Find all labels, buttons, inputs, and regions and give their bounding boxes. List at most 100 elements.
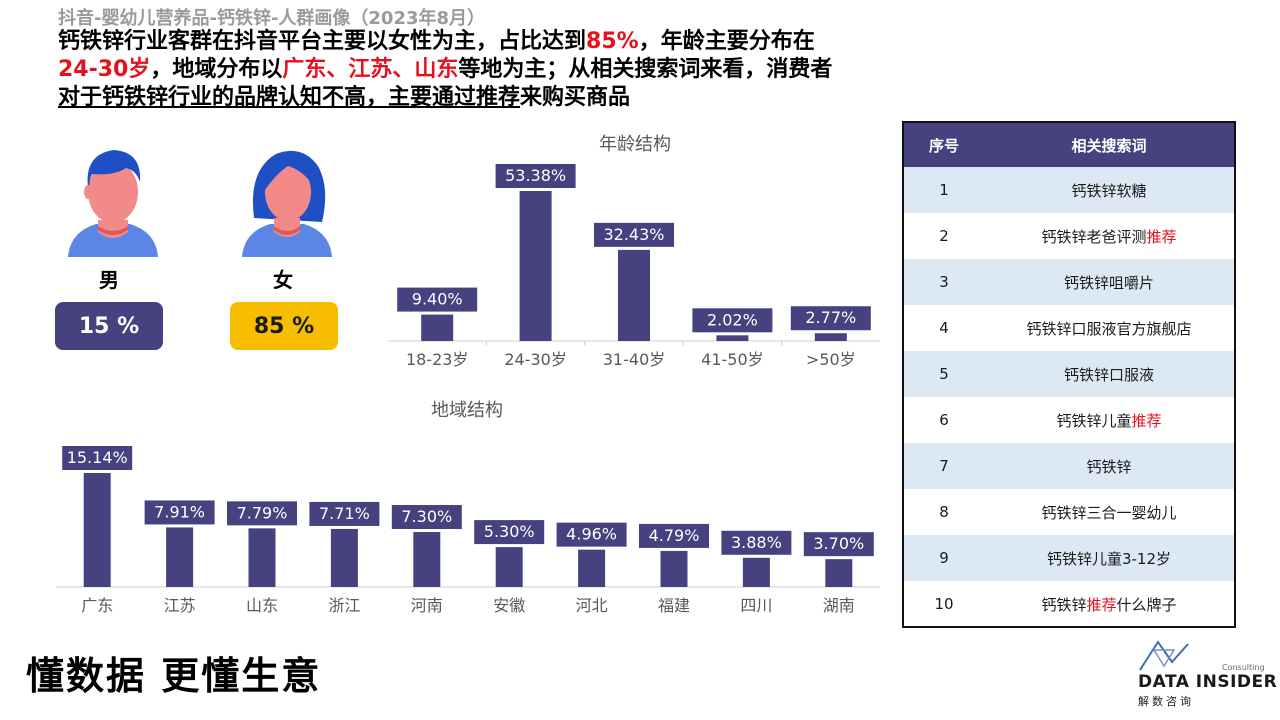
row-index: 10: [934, 595, 954, 613]
term-text: 钙铁锌口服液官方旗舰店: [1026, 319, 1192, 338]
row-index: 5: [939, 365, 949, 383]
term-highlight: 推荐: [1146, 227, 1177, 246]
x-tick-label: 41-50岁: [701, 350, 764, 369]
x-tick-label: 广东: [81, 596, 113, 615]
male-avatar-icon: [68, 150, 158, 257]
headline-part: 钙铁锌行业客群在抖音平台主要以女性为主，占比达到: [58, 29, 587, 54]
row-index: 6: [939, 411, 949, 429]
data-label-box: [397, 287, 478, 312]
row-index: 7: [939, 457, 949, 475]
x-tick-label: 湖南: [823, 596, 855, 615]
female-label: 女: [273, 268, 293, 292]
table-body: 1 钙铁锌软糖 2 钙铁锌老爸评测 推荐 3 钙铁锌咀嚼片 4 钙铁锌口服液官方旗舰店 5 钙铁锌口…: [904, 167, 1234, 627]
row-search-term: 钙铁锌儿童3-12岁: [984, 535, 1234, 581]
headline-highlight: 85%: [586, 29, 639, 54]
data-label: 7.71%: [319, 504, 370, 523]
bar: [814, 333, 847, 341]
bar: [825, 559, 853, 587]
x-tick-label: 31-40岁: [603, 350, 666, 369]
row-search-term: 钙铁锌 推荐 什么牌子: [984, 581, 1234, 627]
region-bar-chart: 15.14% 广东 7.91% 江苏 7.79% 山东 7.71% 浙江 7.30% 河南 5.30…: [56, 446, 880, 615]
female-percent-badge: 85 %: [230, 302, 338, 350]
x-tick-label: 福建: [658, 596, 690, 615]
x-tick-label: 18-23岁: [406, 350, 469, 369]
bar: [495, 547, 523, 587]
data-label: 7.30%: [401, 507, 452, 526]
x-tick-label: >50岁: [806, 350, 856, 369]
data-insider-logo-icon: [1139, 640, 1189, 671]
headline-part: 来购买商品: [520, 85, 631, 110]
data-label-box: [803, 532, 874, 557]
data-label: 9.40%: [412, 290, 463, 309]
data-label: 4.96%: [566, 525, 617, 544]
table-row: 4 钙铁锌口服液官方旗舰店: [904, 305, 1234, 351]
term-text: 钙铁锌儿童3-12岁: [1046, 549, 1172, 568]
row-search-term: 钙铁锌老爸评测 推荐: [984, 213, 1234, 259]
term-text: 钙铁锌三合一婴幼儿: [1041, 503, 1177, 522]
age-chart-title: 年龄结构: [599, 134, 671, 155]
row-search-term: 钙铁锌儿童 推荐: [984, 397, 1234, 443]
male-percent-badge: 15 %: [55, 302, 163, 350]
table-row: 3 钙铁锌咀嚼片: [904, 259, 1234, 305]
data-label: 3.88%: [731, 533, 782, 552]
term-text: 钙铁锌老爸评测: [1041, 227, 1147, 246]
data-label-box: [144, 500, 215, 525]
data-label-box: [594, 222, 674, 247]
headline-part: 等地为主；从相关搜索词来看，消费者: [458, 57, 833, 82]
row-index: 9: [939, 549, 949, 567]
logo-name: DATA INSIDER: [1138, 672, 1278, 692]
row-search-term: 钙铁锌咀嚼片: [984, 259, 1234, 305]
table-row: 9 钙铁锌儿童3-12岁: [904, 535, 1234, 581]
bar: [716, 335, 749, 341]
logo-consulting-text: Consulting: [1222, 663, 1265, 672]
term-text: 钙铁锌口服液: [1063, 365, 1154, 384]
data-label-box: [474, 520, 545, 545]
data-label: 2.77%: [805, 308, 856, 327]
bar: [330, 528, 358, 587]
data-label-box: [639, 523, 709, 548]
table-row: 1 钙铁锌软糖: [904, 167, 1234, 213]
bar: [660, 550, 688, 587]
bar: [519, 191, 552, 341]
data-label-box: [391, 505, 462, 530]
table-row: 6 钙铁锌儿童 推荐: [904, 397, 1234, 443]
data-label-box: [721, 530, 792, 555]
female-avatar-icon: [242, 150, 332, 257]
data-label: 3.70%: [813, 534, 864, 553]
term-text: 钙铁锌儿童: [1056, 411, 1132, 430]
search-terms-table: 序号 相关搜索词 1 钙铁锌软糖 2 钙铁锌老爸评测 推荐 3 钙铁锌咀嚼片 4 钙铁锌口服液官…: [902, 121, 1236, 628]
logo-subtitle: 解数咨询: [1138, 695, 1194, 708]
data-label: 7.91%: [154, 502, 205, 521]
headline-part: ，年龄主要分布在: [638, 29, 815, 54]
table-row: 7 钙铁锌: [904, 443, 1234, 489]
table-row: 2 钙铁锌老爸评测 推荐: [904, 213, 1234, 259]
page-subtitle: 抖音-婴幼儿营养品-钙铁锌-人群画像（2023年8月）: [58, 8, 486, 29]
row-index: 4: [939, 319, 949, 337]
term-text: 钙铁锌: [1041, 595, 1087, 614]
data-label: 53.38%: [505, 166, 566, 185]
bar: [413, 532, 441, 587]
x-tick-label: 河北: [576, 596, 608, 615]
x-tick-label: 安徽: [493, 596, 525, 615]
data-label-box: [309, 501, 380, 526]
term-highlight: 推荐: [1131, 411, 1162, 430]
bar: [618, 249, 650, 341]
headline-underlined: 对于钙铁锌行业的品牌认知不高，主要通过推荐: [58, 85, 521, 110]
male-label: 男: [99, 268, 119, 292]
row-search-term: 钙铁锌三合一婴幼儿: [984, 489, 1234, 535]
row-search-term: 钙铁锌口服液: [984, 351, 1234, 397]
headline-highlight: 24-30岁: [58, 57, 151, 82]
row-index: 3: [939, 273, 949, 291]
row-index: 8: [939, 503, 949, 521]
x-tick-label: 浙江: [328, 596, 360, 615]
data-label: 4.79%: [649, 526, 700, 545]
row-search-term: 钙铁锌软糖: [984, 167, 1234, 213]
table-header: 序号 相关搜索词: [904, 123, 1234, 167]
term-text: 钙铁锌软糖: [1071, 181, 1147, 200]
term-text: 钙铁锌咀嚼片: [1063, 273, 1154, 292]
data-label-box: [495, 164, 576, 188]
data-label-box: [227, 501, 297, 526]
data-label: 5.30%: [484, 522, 535, 541]
data-label: 15.14%: [67, 448, 128, 467]
data-label-box: [556, 522, 627, 547]
